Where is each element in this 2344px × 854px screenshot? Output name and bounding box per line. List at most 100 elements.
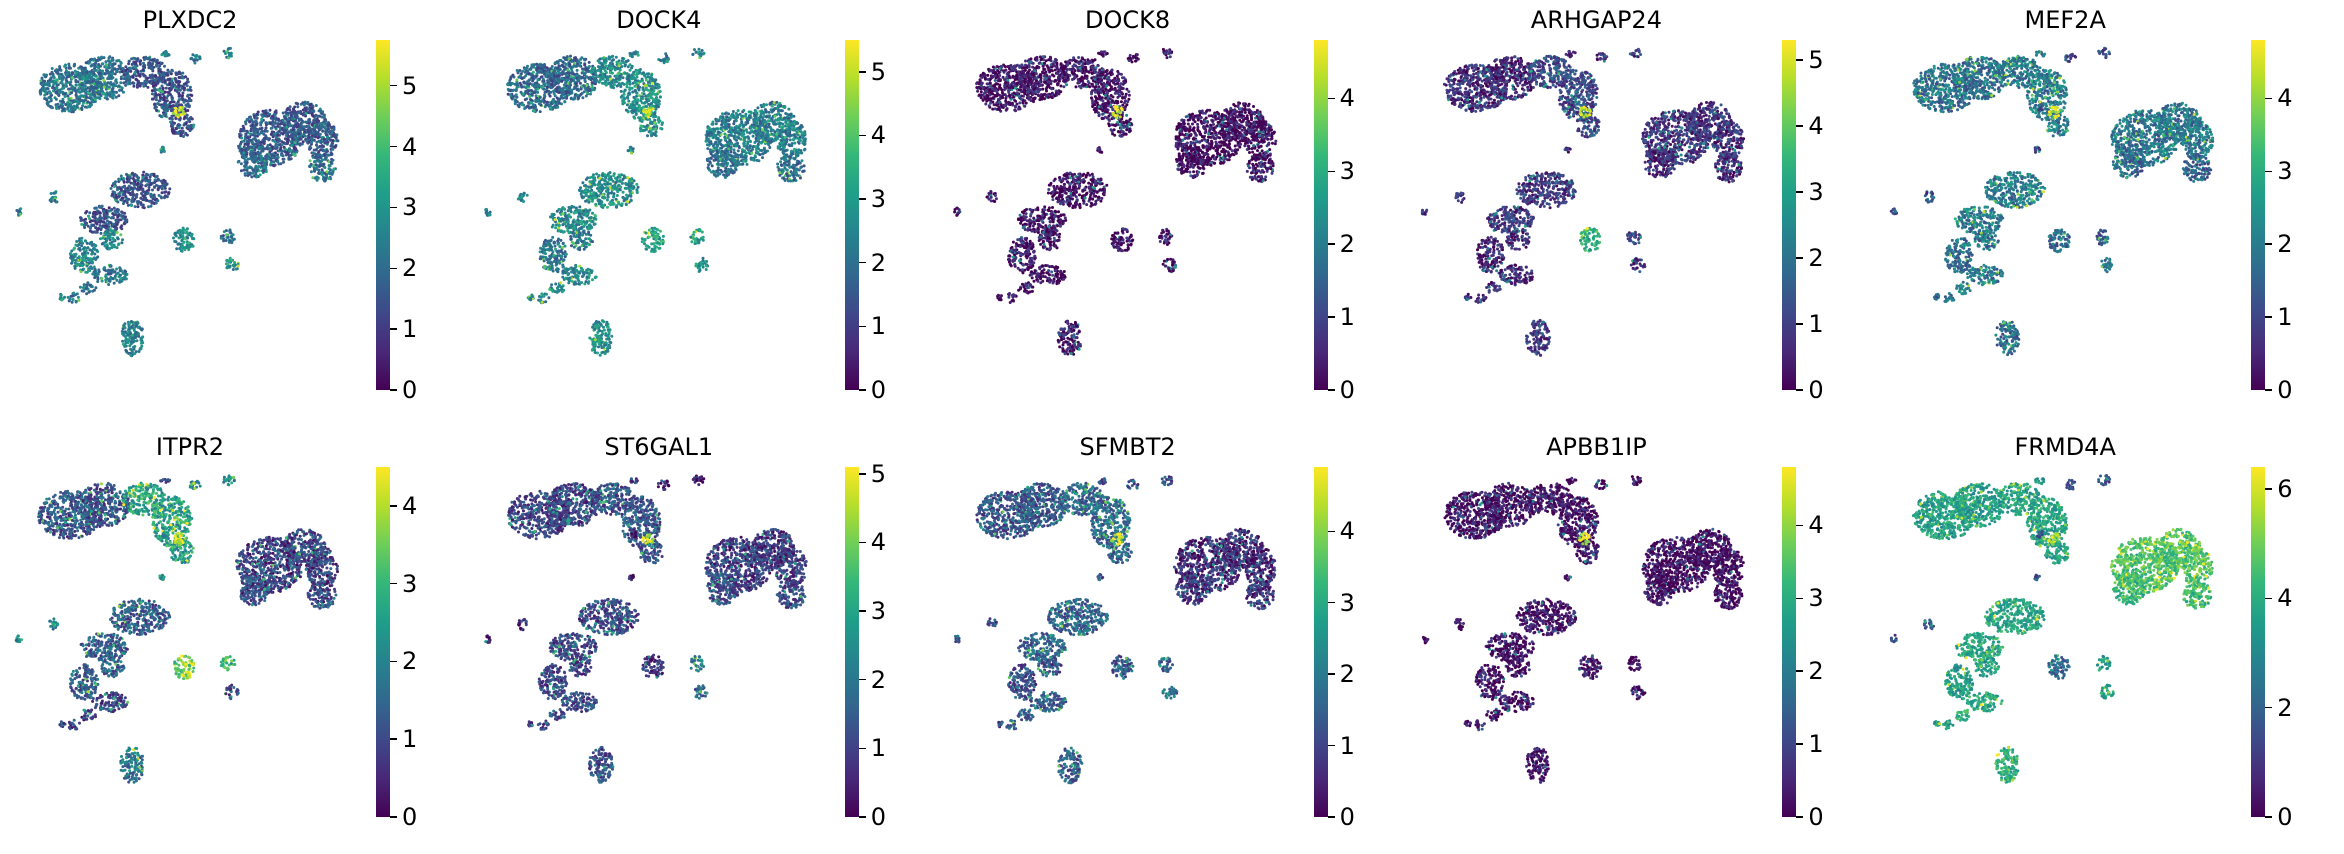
cell-cluster: [120, 55, 196, 138]
cell-point: [301, 140, 305, 144]
cell-point: [308, 145, 312, 149]
cell-point: [146, 85, 150, 89]
cell-point: [153, 185, 157, 189]
cell-point: [81, 268, 85, 272]
cell-point: [292, 137, 296, 141]
cell-point: [530, 83, 534, 87]
cell-point: [112, 62, 116, 66]
cell-point: [526, 79, 530, 83]
cell-point: [254, 142, 258, 146]
cell-point: [130, 350, 134, 354]
cell-point: [579, 92, 583, 96]
cell-point: [259, 123, 263, 127]
cell-point: [54, 90, 58, 94]
cell-point: [580, 71, 584, 75]
cell-point: [151, 84, 155, 88]
cell-point: [554, 77, 558, 81]
cell-point: [256, 166, 259, 170]
cell-point: [107, 283, 111, 286]
cell-point: [180, 75, 184, 78]
cell-point: [166, 73, 170, 77]
cell-point: [75, 240, 79, 243]
cell-point: [96, 65, 99, 69]
cell-point: [115, 208, 119, 212]
cell-point: [524, 86, 528, 90]
cell-point: [134, 321, 138, 325]
cell-point: [186, 77, 190, 81]
cell-point: [319, 160, 323, 164]
cell-point: [93, 100, 97, 103]
cell-point: [276, 155, 280, 159]
cell-point: [108, 66, 111, 70]
cell-point: [530, 89, 534, 93]
cell-point: [92, 247, 95, 251]
cell-point: [325, 170, 329, 174]
cell-point: [623, 64, 627, 68]
cell-point: [522, 67, 526, 71]
cell-point: [118, 88, 121, 92]
cell-point: [170, 128, 174, 131]
cell-point: [532, 109, 536, 113]
cell-point: [102, 220, 105, 224]
cell-point: [107, 279, 111, 283]
cell-point: [523, 98, 527, 102]
cell-point: [114, 95, 118, 99]
cell-point: [600, 63, 604, 67]
cell-point: [60, 298, 64, 302]
cell-point: [265, 162, 268, 166]
cell-point: [303, 128, 307, 132]
cell-point: [619, 62, 623, 66]
cell-point: [586, 76, 590, 80]
cell-point: [127, 338, 130, 342]
cell-point: [91, 219, 95, 223]
cell-point: [163, 190, 167, 194]
cell-point: [263, 147, 267, 151]
cell-point: [177, 123, 181, 126]
cell-point: [115, 188, 119, 192]
cell-point: [569, 88, 573, 92]
cell-point: [147, 64, 151, 68]
cell-point: [56, 68, 60, 72]
cell-point: [180, 249, 184, 253]
cell-point: [297, 134, 301, 138]
cell-point: [195, 54, 199, 57]
cell-point: [603, 69, 607, 73]
cell-point: [63, 95, 67, 98]
cell-point: [115, 246, 119, 250]
cell-point: [141, 198, 145, 202]
cell-point: [231, 268, 235, 271]
cell-point: [327, 167, 331, 171]
cell-point: [170, 79, 174, 83]
cell-point: [266, 144, 270, 147]
cell-point: [139, 185, 142, 189]
cell-point: [107, 206, 111, 210]
cell-point: [110, 243, 114, 247]
cell-point: [101, 209, 105, 213]
cell-point: [121, 67, 125, 71]
cell-point: [560, 63, 564, 67]
cell-point: [129, 347, 133, 351]
cell-point: [221, 234, 225, 238]
cell-point: [94, 86, 98, 90]
cell-cluster: [66, 263, 129, 304]
cell-point: [183, 115, 187, 119]
cell-point: [103, 231, 107, 235]
cell-cluster: [68, 229, 124, 274]
cell-point: [158, 89, 162, 93]
cell-point: [246, 145, 250, 149]
cell-point: [77, 255, 81, 259]
cell-point: [239, 140, 243, 144]
cell-point: [249, 157, 252, 161]
cell-point: [102, 78, 106, 82]
cell-point: [76, 80, 80, 84]
cell-point: [641, 71, 645, 75]
cell-point: [331, 147, 335, 151]
cell-point: [578, 81, 582, 85]
cell-point: [85, 264, 89, 268]
cell-point: [16, 209, 20, 213]
cell-point: [314, 163, 318, 167]
colorbar-tick-label: 1: [402, 317, 417, 341]
cell-point: [654, 100, 658, 104]
cell-point: [51, 85, 55, 89]
cell-point: [246, 136, 250, 140]
